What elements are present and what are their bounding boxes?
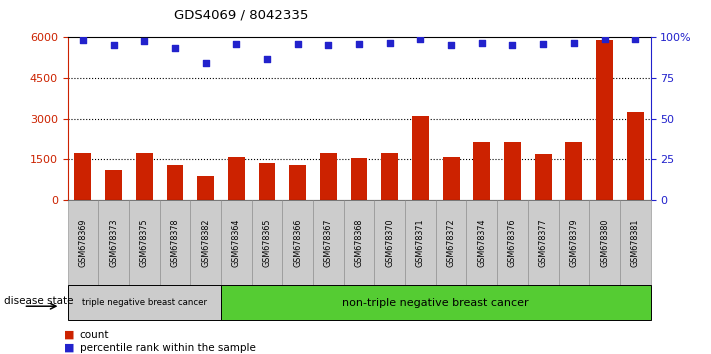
Bar xyxy=(351,158,368,200)
Bar xyxy=(75,153,91,200)
Point xyxy=(507,42,518,48)
Point xyxy=(353,41,365,47)
Text: GSM678380: GSM678380 xyxy=(600,218,609,267)
Text: GSM678382: GSM678382 xyxy=(201,218,210,267)
Point xyxy=(230,41,242,47)
Bar xyxy=(136,153,153,200)
Bar xyxy=(535,154,552,200)
Bar xyxy=(443,156,459,200)
Bar xyxy=(474,142,491,200)
Point xyxy=(476,40,488,45)
Bar xyxy=(565,142,582,200)
Text: count: count xyxy=(80,330,109,339)
Text: GSM678369: GSM678369 xyxy=(78,218,87,267)
Text: GSM678373: GSM678373 xyxy=(109,218,118,267)
Bar xyxy=(166,165,183,200)
Text: GSM678376: GSM678376 xyxy=(508,218,517,267)
Text: GSM678379: GSM678379 xyxy=(570,218,578,267)
Text: GSM678378: GSM678378 xyxy=(171,218,179,267)
Text: GSM678372: GSM678372 xyxy=(447,218,456,267)
Bar xyxy=(259,164,275,200)
Point xyxy=(415,36,426,41)
Point xyxy=(538,41,549,47)
Text: GSM678367: GSM678367 xyxy=(324,218,333,267)
Text: disease state: disease state xyxy=(4,296,73,306)
Text: GSM678381: GSM678381 xyxy=(631,218,640,267)
Text: non-triple negative breast cancer: non-triple negative breast cancer xyxy=(343,298,529,308)
Text: GSM678377: GSM678377 xyxy=(539,218,547,267)
Text: ■: ■ xyxy=(64,343,75,353)
Bar xyxy=(289,165,306,200)
Text: ■: ■ xyxy=(64,330,75,339)
Bar xyxy=(105,170,122,200)
Point xyxy=(108,42,119,48)
Point xyxy=(323,42,334,48)
Bar xyxy=(381,153,398,200)
Text: GSM678374: GSM678374 xyxy=(477,218,486,267)
Point xyxy=(200,60,211,66)
Text: GSM678375: GSM678375 xyxy=(140,218,149,267)
Text: GSM678371: GSM678371 xyxy=(416,218,425,267)
Point xyxy=(292,41,304,47)
Bar xyxy=(228,156,245,200)
Text: GDS4069 / 8042335: GDS4069 / 8042335 xyxy=(174,9,309,22)
Bar xyxy=(627,112,643,200)
Point xyxy=(139,38,150,44)
Bar xyxy=(596,40,613,200)
Bar xyxy=(320,153,337,200)
Text: percentile rank within the sample: percentile rank within the sample xyxy=(80,343,255,353)
Point xyxy=(445,42,456,48)
Text: GSM678365: GSM678365 xyxy=(262,218,272,267)
Text: GSM678366: GSM678366 xyxy=(293,218,302,267)
Bar xyxy=(412,116,429,200)
Point xyxy=(568,40,579,45)
Text: GSM678368: GSM678368 xyxy=(355,218,363,267)
Point xyxy=(599,36,610,41)
Text: GSM678370: GSM678370 xyxy=(385,218,394,267)
Bar xyxy=(504,142,521,200)
Point xyxy=(384,40,395,45)
Text: triple negative breast cancer: triple negative breast cancer xyxy=(82,298,207,307)
Point xyxy=(77,37,89,43)
Point xyxy=(262,56,273,62)
Point xyxy=(629,36,641,41)
Text: GSM678364: GSM678364 xyxy=(232,218,241,267)
Bar xyxy=(197,176,214,200)
Point xyxy=(169,45,181,51)
